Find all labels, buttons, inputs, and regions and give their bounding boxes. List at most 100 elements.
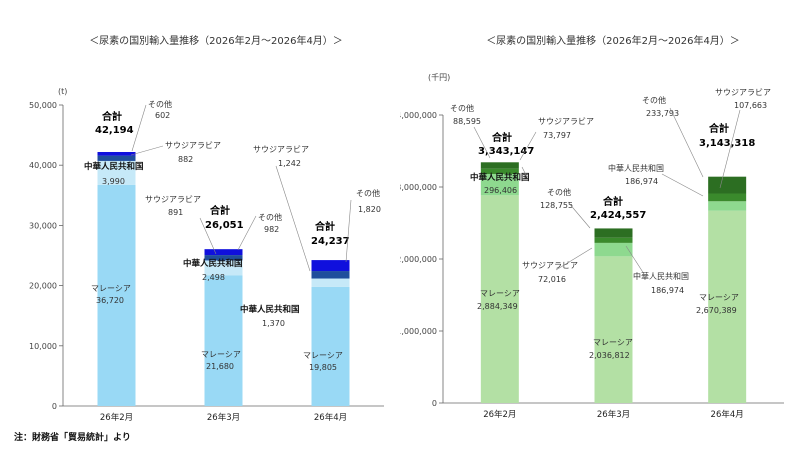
total-label-2: 合計 [602, 195, 623, 208]
bar-segment-2-3 [708, 201, 747, 211]
bar-segment-4-2 [204, 249, 243, 256]
total-value-1: 3,343,147 [478, 146, 534, 157]
bar-segment-4-3 [311, 260, 350, 272]
total-value-1: 42,194 [95, 125, 134, 136]
label-malaysia-name-2: マレーシア [201, 350, 241, 359]
chart-title: ＜尿素の国別輸入量推移（2026年2月～2026年4月）＞ [486, 34, 740, 47]
bar-segment-4-1 [480, 162, 519, 169]
x-tick-label: 26年3月 [207, 412, 240, 423]
label-malaysia-name-1: マレーシア [91, 284, 131, 293]
bar-segment-3-2 [204, 255, 243, 261]
bar-segment-2-1 [97, 160, 136, 185]
label-china-value-1: 3,990 [102, 177, 125, 186]
x-tick-label: 26年4月 [314, 412, 347, 423]
label-malaysia-name-3: マレーシア [303, 351, 343, 360]
x-tick-label: 26年2月 [100, 412, 133, 423]
y-tick-label: 40,000 [29, 161, 57, 170]
leader-lines [473, 107, 741, 278]
label-malaysia-value-1: 2,884,349 [477, 302, 518, 311]
y-tick-label: 0 [52, 402, 57, 411]
total-label-3: 合計 [314, 220, 335, 233]
label-saudi-value-1: 882 [178, 155, 193, 164]
label-saudi-name-2: サウジアラビア [522, 261, 578, 270]
label-malaysia-value-2: 2,036,812 [589, 351, 630, 360]
source-note: 注：財務省「貿易統計」より [14, 433, 131, 443]
label-other-name-2: その他 [547, 187, 571, 197]
label-saudi-name-2: サウジアラビア [145, 195, 201, 204]
total-value-2: 2,424,557 [590, 210, 646, 221]
x-tick-label: 26年2月 [483, 409, 516, 420]
label-saudi-name-1: サウジアラビア [165, 141, 221, 150]
label-other-value-2: 982 [264, 225, 279, 234]
total-label-2: 合計 [209, 204, 230, 217]
total-value-3: 3,143,318 [699, 138, 755, 149]
bar-segment-3-3 [708, 193, 747, 202]
label-other-name-2: その他 [258, 212, 282, 222]
label-china-name-3: 中華人民共和国 [608, 163, 664, 173]
label-other-name-1: その他 [450, 103, 474, 113]
label-saudi-name-3: サウジアラビア [715, 88, 771, 97]
bar-segment-3-1 [97, 155, 136, 161]
y-tick-label: 2,000,000 [400, 255, 437, 264]
label-china-value-3: 186,974 [625, 177, 658, 186]
total-label-3: 合計 [708, 122, 729, 135]
label-other-value-2: 128,755 [540, 201, 573, 210]
total-label-1: 合計 [491, 131, 512, 144]
label-saudi-value-2: 72,016 [538, 275, 566, 284]
data-labels: その他 602 合計 42,194 サウジアラビア 882 中華人民共和国 3,… [84, 99, 381, 372]
bar-segment-2-2 [594, 242, 633, 257]
label-china-value-1: 296,406 [484, 186, 517, 195]
x-tick-label: 26年4月 [711, 409, 744, 420]
y-tick-label: 30,000 [29, 221, 57, 230]
label-saudi-name-1: サウジアラビア [538, 117, 594, 126]
label-saudi-value-3: 1,242 [278, 159, 301, 168]
label-other-name-1: その他 [148, 99, 172, 109]
bar-segment-3-1 [480, 168, 519, 174]
label-other-value-3: 1,820 [358, 205, 381, 214]
label-other-name-3: その他 [356, 188, 380, 198]
y-tick-label: 0 [432, 399, 437, 408]
label-china-name-2: 中華人民共和国 [183, 258, 243, 269]
y-tick-label: 3,000,000 [400, 183, 437, 192]
label-saudi-name-3: サウジアラビア [253, 145, 309, 154]
label-malaysia-name-1: マレーシア [480, 289, 520, 298]
data-labels: その他 88,595 サウジアラビア 73,797 合計 3,343,147 中… [450, 88, 771, 360]
x-tick-label: 26年3月 [597, 409, 630, 420]
y-tick-label: 10,000 [29, 342, 57, 351]
label-saudi-value-1: 73,797 [543, 131, 571, 140]
bar-segment-2-2 [204, 260, 243, 276]
label-malaysia-value-2: 21,680 [206, 362, 234, 371]
label-other-name-3: その他 [642, 95, 666, 105]
label-other-value-3: 233,793 [646, 109, 679, 118]
label-china-name-3: 中華人民共和国 [240, 304, 300, 315]
y-tick-label: 4,000,000 [400, 111, 437, 120]
total-label-1: 合計 [101, 110, 122, 123]
bar-segment-1-3 [708, 210, 747, 403]
label-malaysia-value-1: 36,720 [96, 296, 124, 305]
bar-segment-1-2 [594, 256, 633, 403]
bar-segment-4-3 [708, 176, 747, 194]
leader-lines [130, 104, 352, 272]
label-china-name-2: 中華人民共和国 [633, 271, 689, 281]
bar-segment-1-3 [311, 286, 350, 406]
label-china-value-3: 1,370 [262, 319, 285, 328]
volume-chart: ＜尿素の国別輸入量推移（2026年2月～2026年4月）＞ (t) 50,000… [29, 34, 384, 423]
label-saudi-value-3: 107,663 [734, 101, 767, 110]
bar-segment-3-2 [594, 237, 633, 243]
label-saudi-value-2: 891 [168, 208, 183, 217]
bar-segment-1-1 [97, 184, 136, 406]
bar-segment-2-3 [311, 278, 350, 287]
total-value-3: 24,237 [311, 236, 350, 247]
label-malaysia-name-3: マレーシア [699, 293, 739, 302]
label-china-value-2: 186,974 [651, 286, 684, 295]
bar-segment-4-1 [97, 151, 136, 156]
total-value-2: 26,051 [205, 220, 244, 231]
bar-segment-4-2 [594, 228, 633, 238]
label-malaysia-value-3: 19,805 [309, 363, 337, 372]
y-tick-label: 1,000,000 [400, 327, 437, 336]
y-axis-unit: (千円) [428, 72, 450, 82]
bar-segment-3-3 [311, 271, 350, 279]
label-china-name-1: 中華人民共和国 [84, 161, 144, 172]
bar-segment-1-1 [480, 195, 519, 403]
label-malaysia-value-3: 2,670,389 [696, 306, 737, 315]
